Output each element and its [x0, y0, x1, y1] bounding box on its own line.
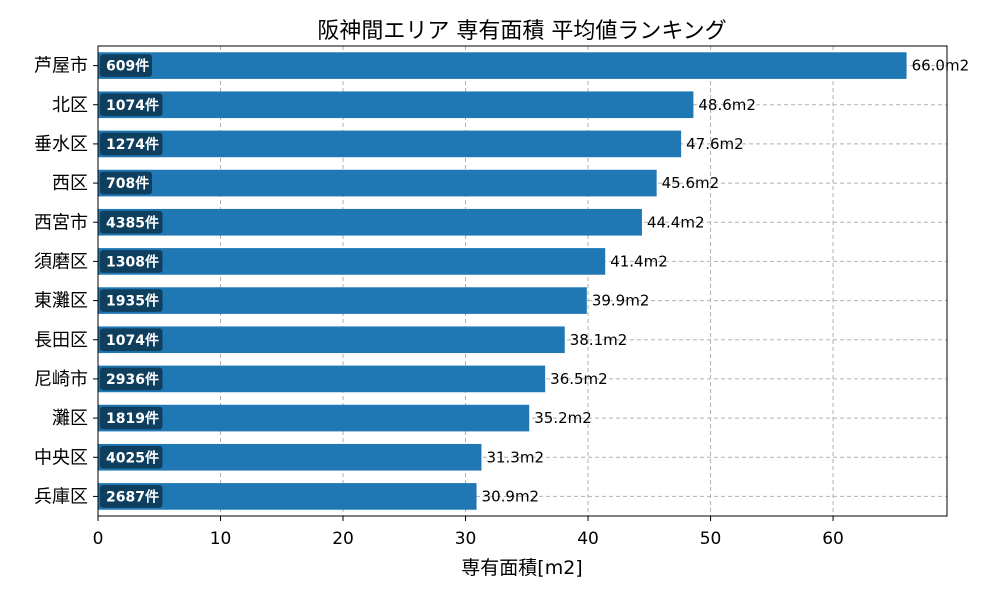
count-label: 4385件 [106, 214, 159, 231]
x-tick-label: 50 [700, 529, 722, 549]
y-tick-label: 長田区 [34, 330, 88, 351]
count-label: 2936件 [106, 371, 159, 388]
bar [98, 130, 682, 158]
bar [98, 248, 606, 275]
count-badge [100, 132, 163, 156]
bars-layer: 609件 66.0m2 1074件 48.6m2 1274件 47.6m2 708件 45.6… [98, 52, 970, 510]
y-tick-label: 灘区 [52, 408, 88, 429]
count-badge [100, 406, 163, 430]
count-badge [100, 210, 163, 234]
value-label: 41.4m2 [610, 252, 668, 270]
count-label: 2687件 [106, 488, 159, 505]
value-label: 66.0m2 [912, 57, 970, 75]
value-label: 47.6m2 [686, 135, 744, 153]
value-label: 35.2m2 [534, 409, 592, 427]
value-label: 31.3m2 [486, 448, 544, 466]
bar [98, 52, 907, 79]
count-label: 708件 [106, 175, 149, 192]
count-badge [100, 367, 163, 391]
value-label: 39.9m2 [592, 292, 650, 310]
chart-title: 阪神間エリア 専有面積 平均値ランキング [317, 19, 726, 44]
bar [98, 365, 546, 393]
x-tick-label: 10 [210, 529, 232, 549]
y-tick-label: 須磨区 [34, 251, 88, 272]
value-label: 30.9m2 [482, 487, 540, 505]
x-tick-label: 0 [93, 529, 104, 549]
bar [98, 326, 565, 354]
y-tick-label: 西区 [52, 173, 88, 194]
y-tick-label: 垂水区 [34, 134, 88, 155]
count-badge [100, 289, 163, 312]
count-label: 4025件 [106, 449, 159, 466]
value-label: 36.5m2 [550, 370, 608, 388]
count-badge [100, 54, 152, 77]
count-badge [100, 485, 163, 508]
axis-layer: 0 10 20 30 40 50 60 芦屋市北区垂水区西区西宮市須磨区東灘区長田区尼崎市灘区… [34, 56, 844, 549]
y-tick-label: 中央区 [34, 447, 88, 468]
y-tick-label: 兵庫区 [34, 486, 88, 507]
bar [98, 91, 694, 119]
x-axis-label: 専有面積[m2] [461, 557, 582, 579]
x-tick-label: 20 [332, 529, 354, 549]
count-badge [100, 250, 163, 273]
count-label: 1074件 [106, 332, 159, 349]
count-label: 1935件 [106, 293, 159, 310]
count-label: 609件 [106, 58, 149, 75]
count-badge [100, 445, 163, 469]
x-tick-label: 30 [455, 529, 477, 549]
count-label: 1308件 [106, 253, 159, 270]
value-label: 44.4m2 [647, 213, 705, 231]
plot-frame [97, 45, 948, 517]
bar [98, 287, 587, 314]
bar [98, 169, 657, 197]
count-badge [100, 171, 152, 195]
x-tick-label: 40 [577, 529, 599, 549]
value-label: 38.1m2 [570, 331, 628, 349]
count-label: 1274件 [106, 136, 159, 153]
count-badge [100, 328, 163, 352]
y-tick-label: 北区 [52, 95, 88, 116]
y-tick-label: 東灘区 [34, 291, 88, 312]
y-tick-label: 芦屋市 [34, 56, 88, 77]
y-tick-label: 尼崎市 [34, 369, 88, 390]
y-tick-label: 西宮市 [34, 212, 88, 233]
count-badge [100, 93, 163, 117]
bar [98, 404, 530, 432]
value-label: 45.6m2 [662, 174, 720, 192]
count-label: 1074件 [106, 97, 159, 114]
value-label: 48.6m2 [698, 96, 756, 114]
x-tick-label: 60 [822, 529, 844, 549]
count-label: 1819件 [106, 410, 159, 427]
bar [98, 208, 642, 236]
